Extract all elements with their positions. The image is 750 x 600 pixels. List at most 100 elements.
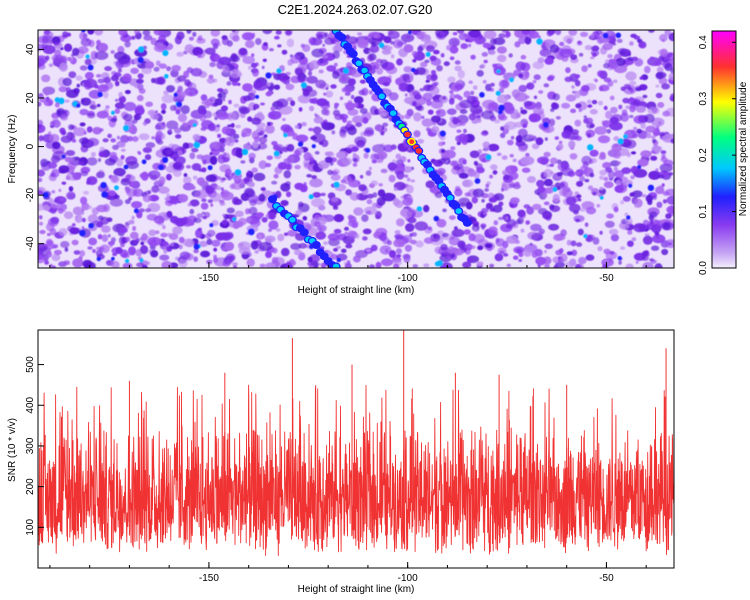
noise-speckle bbox=[86, 157, 98, 166]
noise-speckle bbox=[213, 257, 219, 263]
noise-speckle bbox=[510, 135, 515, 140]
noise-speckle bbox=[553, 234, 564, 241]
noise-speckle bbox=[52, 141, 61, 150]
noise-speckle bbox=[509, 203, 514, 208]
noise-speckle bbox=[210, 30, 221, 37]
noise-speckle bbox=[568, 140, 576, 149]
noise-speckle bbox=[434, 191, 443, 199]
noise-speckle bbox=[664, 239, 674, 249]
noise-speckle bbox=[661, 83, 670, 90]
noise-speckle bbox=[574, 80, 581, 87]
noise-speckle bbox=[147, 190, 152, 194]
noise-speckle bbox=[125, 187, 131, 194]
y-tick-label: 20 bbox=[25, 92, 36, 104]
noise-speckle bbox=[314, 151, 320, 155]
noise-speckle bbox=[449, 45, 459, 54]
noise-speckle bbox=[423, 237, 434, 244]
noise-speckle bbox=[527, 176, 536, 183]
noise-speckle bbox=[613, 136, 620, 142]
noise-speckle bbox=[176, 51, 184, 57]
noise-speckle bbox=[233, 133, 240, 139]
noise-speckle bbox=[589, 109, 598, 115]
noise-speckle bbox=[502, 240, 509, 249]
noise-speckle bbox=[311, 133, 326, 143]
noise-speckle bbox=[542, 210, 553, 220]
noise-speckle bbox=[489, 263, 495, 268]
noise-speckle bbox=[59, 62, 68, 72]
noise-speckle bbox=[359, 79, 366, 84]
noise-speckle bbox=[587, 133, 591, 138]
noise-speckle bbox=[144, 154, 152, 161]
noise-speckle bbox=[250, 62, 258, 68]
noise-speckle bbox=[72, 206, 83, 216]
noise-speckle bbox=[498, 114, 508, 121]
noise-speckle bbox=[481, 110, 495, 120]
noise-speckle bbox=[640, 150, 652, 158]
noise-speckle bbox=[262, 58, 267, 62]
noise-speckle bbox=[578, 256, 587, 265]
noise-speckle bbox=[484, 243, 493, 249]
noise-speckle bbox=[60, 130, 67, 136]
noise-hotspot bbox=[138, 46, 145, 53]
noise-speckle bbox=[325, 102, 330, 107]
noise-speckle bbox=[421, 115, 425, 119]
noise-speckle bbox=[442, 208, 447, 213]
noise-speckle bbox=[483, 144, 490, 152]
noise-speckle bbox=[80, 38, 92, 47]
noise-speckle bbox=[430, 115, 441, 123]
noise-speckle bbox=[38, 57, 46, 67]
noise-speckle bbox=[331, 197, 339, 203]
noise-speckle bbox=[625, 90, 632, 95]
noise-speckle bbox=[368, 166, 372, 171]
noise-speckle bbox=[87, 137, 100, 147]
noise-speckle bbox=[530, 223, 542, 232]
noise-speckle bbox=[477, 245, 484, 251]
snr-x-ticks: -150 -100 -50 bbox=[49, 562, 647, 584]
noise-speckle bbox=[142, 194, 152, 203]
noise-speckle bbox=[252, 140, 259, 149]
noise-speckle bbox=[347, 78, 356, 86]
noise-speckle bbox=[631, 190, 643, 198]
noise-speckle bbox=[473, 227, 478, 232]
streak-peak bbox=[407, 137, 416, 146]
noise-speckle bbox=[197, 53, 202, 59]
noise-hotspot bbox=[333, 181, 340, 188]
noise-speckle bbox=[315, 231, 327, 240]
noise-speckle bbox=[380, 131, 385, 136]
noise-speckle bbox=[221, 177, 227, 181]
noise-speckle bbox=[113, 167, 126, 177]
noise-speckle bbox=[229, 55, 241, 63]
noise-speckle bbox=[608, 58, 616, 64]
noise-speckle bbox=[488, 226, 498, 236]
noise-speckle bbox=[591, 99, 598, 105]
noise-speckle bbox=[161, 109, 166, 114]
noise-speckle bbox=[204, 47, 216, 55]
noise-speckle bbox=[590, 158, 598, 164]
noise-hotspot bbox=[617, 138, 624, 145]
noise-speckle bbox=[633, 126, 638, 131]
noise-speckle bbox=[440, 31, 446, 36]
noise-speckle bbox=[216, 176, 222, 181]
noise-speckle bbox=[425, 45, 435, 52]
noise-speckle bbox=[496, 54, 507, 63]
noise-speckle bbox=[458, 172, 469, 179]
noise-speckle bbox=[373, 33, 381, 39]
noise-speckle bbox=[195, 228, 203, 239]
noise-speckle bbox=[417, 50, 422, 55]
noise-speckle bbox=[498, 79, 510, 89]
noise-speckle bbox=[233, 265, 237, 268]
spectrogram-noise bbox=[38, 30, 674, 268]
noise-speckle bbox=[585, 234, 594, 243]
noise-speckle bbox=[96, 103, 101, 108]
noise-speckle bbox=[243, 95, 252, 102]
noise-speckle bbox=[482, 79, 487, 84]
noise-speckle bbox=[150, 250, 159, 258]
noise-speckle bbox=[523, 250, 532, 257]
noise-speckle bbox=[277, 162, 288, 170]
noise-speckle bbox=[313, 116, 324, 124]
noise-speckle bbox=[465, 201, 473, 210]
noise-speckle bbox=[209, 96, 217, 102]
noise-speckle bbox=[525, 63, 529, 67]
noise-speckle bbox=[535, 137, 544, 146]
noise-speckle bbox=[142, 147, 153, 153]
